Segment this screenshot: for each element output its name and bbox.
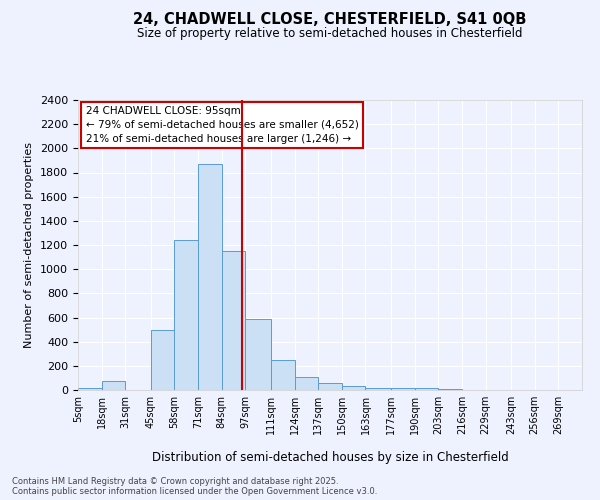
- Bar: [101, 381, 125, 390]
- Bar: [342, 386, 365, 390]
- Bar: [175, 240, 198, 390]
- Text: Contains public sector information licensed under the Open Government Licence v3: Contains public sector information licen…: [12, 488, 377, 496]
- Bar: [415, 388, 438, 390]
- Bar: [295, 376, 318, 390]
- Bar: [365, 388, 391, 390]
- Text: Contains HM Land Registry data © Crown copyright and database right 2025.: Contains HM Land Registry data © Crown c…: [12, 478, 338, 486]
- Bar: [78, 388, 101, 390]
- Bar: [198, 164, 222, 390]
- Text: 24 CHADWELL CLOSE: 95sqm
← 79% of semi-detached houses are smaller (4,652)
21% o: 24 CHADWELL CLOSE: 95sqm ← 79% of semi-d…: [86, 106, 358, 144]
- Bar: [222, 251, 245, 390]
- Bar: [318, 383, 342, 390]
- Text: 24, CHADWELL CLOSE, CHESTERFIELD, S41 0QB: 24, CHADWELL CLOSE, CHESTERFIELD, S41 0Q…: [133, 12, 527, 28]
- Bar: [391, 388, 415, 390]
- Text: Size of property relative to semi-detached houses in Chesterfield: Size of property relative to semi-detach…: [137, 28, 523, 40]
- Bar: [271, 360, 295, 390]
- Bar: [151, 330, 175, 390]
- Bar: [245, 318, 271, 390]
- Y-axis label: Number of semi-detached properties: Number of semi-detached properties: [25, 142, 34, 348]
- Text: Distribution of semi-detached houses by size in Chesterfield: Distribution of semi-detached houses by …: [152, 451, 508, 464]
